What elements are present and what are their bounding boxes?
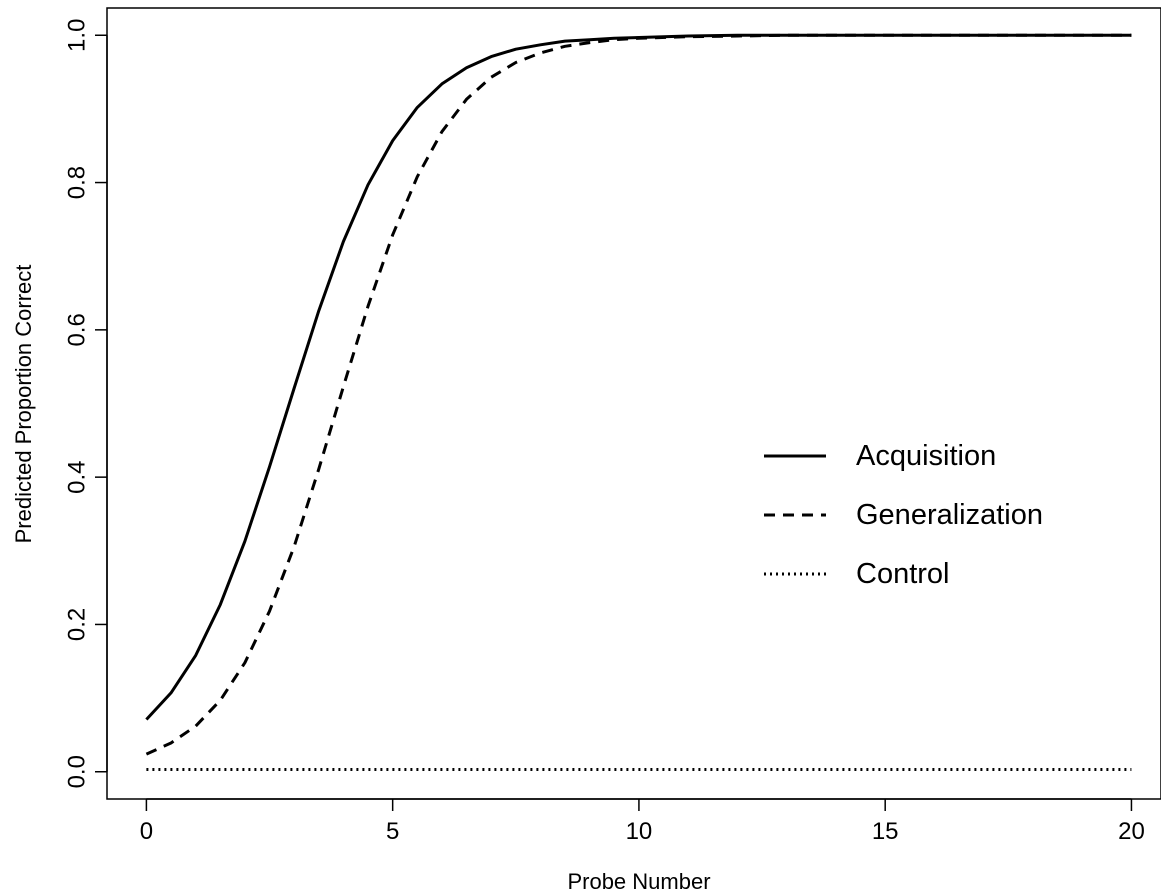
y-tick-label: 0.8 [64, 166, 91, 199]
y-tick-label: 1.0 [64, 19, 91, 52]
x-axis-title: Probe Number [567, 869, 710, 894]
x-tick-label: 15 [872, 818, 899, 845]
legend-label-generalization: Generalization [856, 499, 1043, 531]
y-tick-label: 0.4 [64, 460, 91, 493]
y-axis: 0.0 0.2 0.4 0.6 0.8 1.0 [64, 19, 108, 788]
x-tick-label: 5 [386, 818, 399, 845]
series-line-acquisition [145, 33, 1132, 721]
legend-label-control: Control [856, 558, 950, 590]
y-tick-label: 0.2 [64, 608, 91, 641]
legend-label-acquisition: Acquisition [856, 440, 996, 472]
x-axis: 0 5 10 15 20 [140, 798, 1145, 845]
x-tick-label: 20 [1118, 818, 1145, 845]
y-axis-title: Predicted Proportion Correct [11, 265, 36, 544]
x-tick-label: 10 [626, 818, 653, 845]
series-line-generalization [145, 33, 1132, 756]
series-layer [145, 33, 1132, 771]
plot-frame [106, 7, 1161, 800]
y-tick-label: 0.0 [64, 755, 91, 788]
x-tick-label: 0 [140, 818, 153, 845]
y-tick-label: 0.6 [64, 313, 91, 346]
legend: Acquisition Generalization Control [764, 440, 1043, 590]
